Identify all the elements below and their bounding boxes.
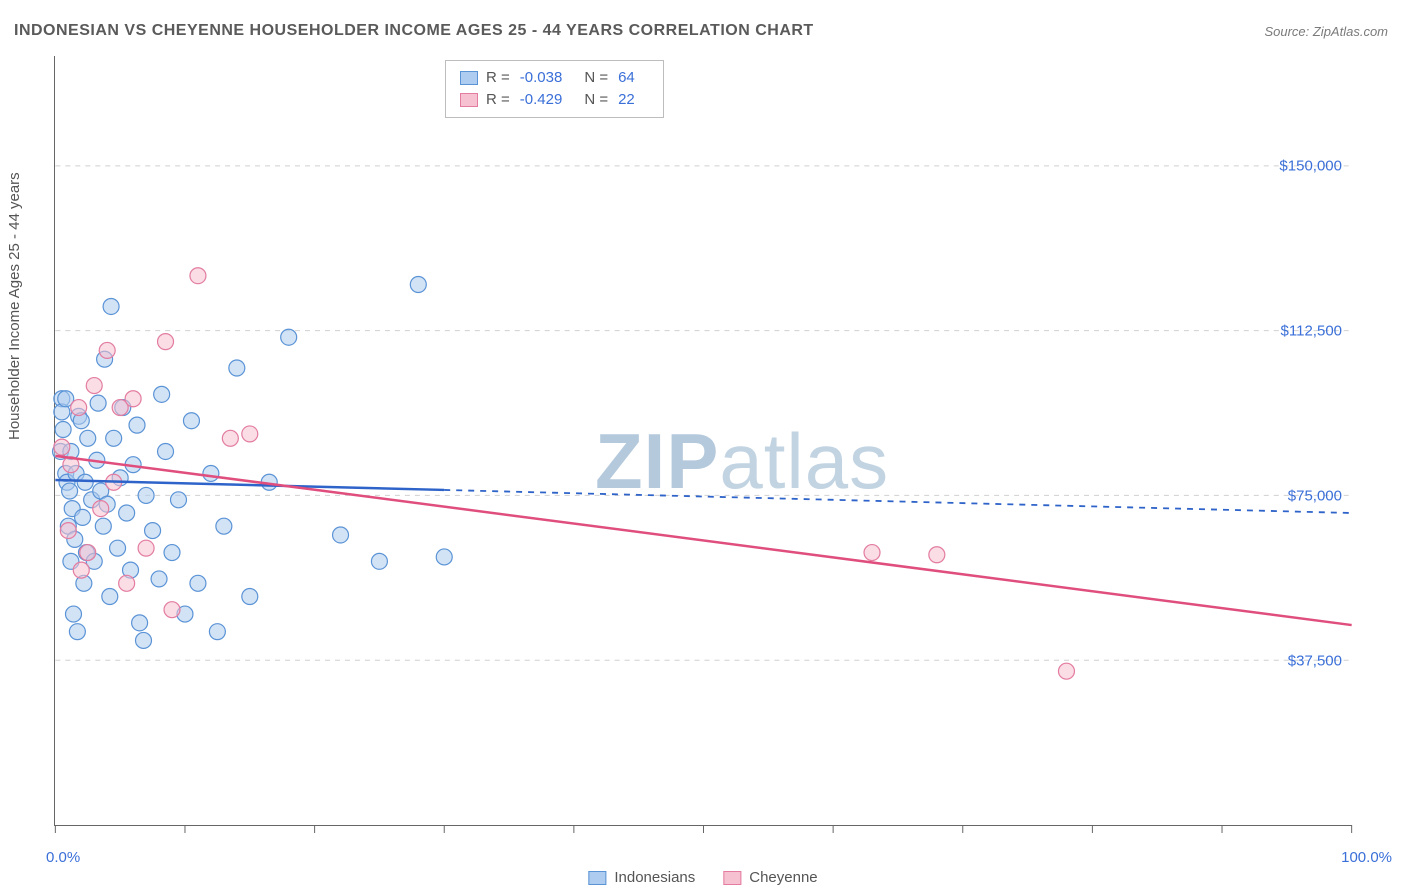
y-axis-label: Householder Income Ages 25 - 44 years [6, 172, 23, 440]
r-value: -0.429 [520, 89, 563, 111]
legend-item-cheyenne: Cheyenne [723, 869, 817, 886]
r-label: R = [486, 89, 510, 111]
y-tick-label: $150,000 [1279, 158, 1342, 175]
swatch-cheyenne [723, 871, 741, 885]
n-label: N = [584, 67, 608, 89]
y-tick-label: $75,000 [1288, 488, 1342, 505]
x-tick-label-max: 100.0% [1341, 849, 1392, 866]
legend-item-indonesians: Indonesians [588, 869, 695, 886]
y-tick-label: $112,500 [1281, 323, 1342, 340]
legend-label: Indonesians [614, 869, 695, 886]
n-value: 22 [618, 89, 635, 111]
x-tick-label-min: 0.0% [46, 849, 80, 866]
r-label: R = [486, 67, 510, 89]
y-tick-label: $37,500 [1288, 653, 1342, 670]
swatch-cheyenne [460, 93, 478, 107]
plot-area: ZIPatlas R = -0.038 N = 64 R = -0.429 N … [54, 56, 1352, 826]
swatch-indonesians [460, 71, 478, 85]
legend-row-cheyenne: R = -0.429 N = 22 [460, 89, 649, 111]
swatch-indonesians [588, 871, 606, 885]
correlation-chart: INDONESIAN VS CHEYENNE HOUSEHOLDER INCOM… [0, 0, 1406, 892]
series-legend: Indonesians Cheyenne [588, 869, 817, 886]
n-label: N = [584, 89, 608, 111]
plot-svg [55, 56, 1352, 825]
source-attribution: Source: ZipAtlas.com [1264, 24, 1388, 39]
legend-label: Cheyenne [749, 869, 817, 886]
legend-row-indonesians: R = -0.038 N = 64 [460, 67, 649, 89]
r-value: -0.038 [520, 67, 563, 89]
chart-title: INDONESIAN VS CHEYENNE HOUSEHOLDER INCOM… [14, 22, 814, 40]
correlation-legend: R = -0.038 N = 64 R = -0.429 N = 22 [445, 60, 664, 118]
n-value: 64 [618, 67, 635, 89]
